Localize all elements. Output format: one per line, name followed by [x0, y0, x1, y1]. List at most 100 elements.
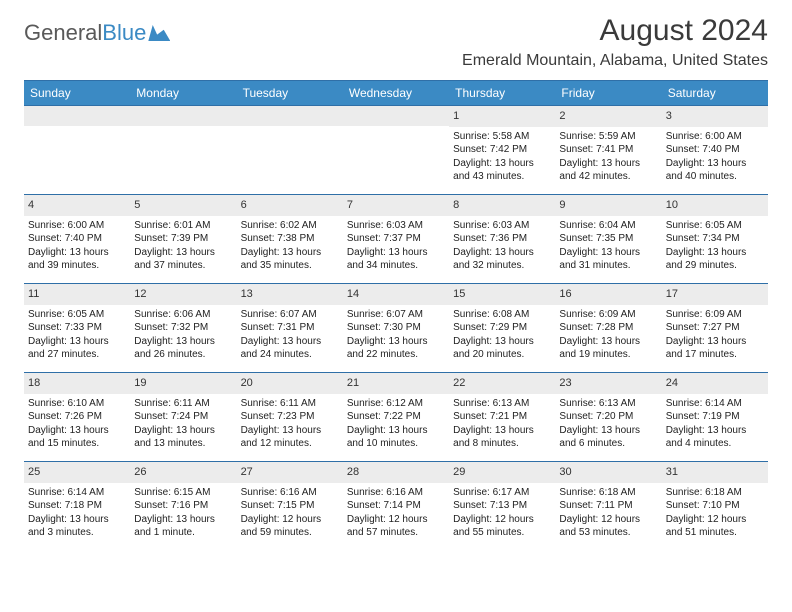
location-text: Emerald Mountain, Alabama, United States [462, 52, 768, 70]
daylight-text: Daylight: 13 hours and 27 minutes. [28, 335, 126, 362]
week-row: 11Sunrise: 6:05 AMSunset: 7:33 PMDayligh… [24, 283, 768, 372]
sunset-text: Sunset: 7:28 PM [559, 321, 657, 335]
sunset-text: Sunset: 7:42 PM [453, 143, 551, 157]
day-cell: 29Sunrise: 6:17 AMSunset: 7:13 PMDayligh… [449, 462, 555, 550]
daylight-text: Daylight: 13 hours and 35 minutes. [241, 246, 339, 273]
day-cell: 12Sunrise: 6:06 AMSunset: 7:32 PMDayligh… [130, 284, 236, 372]
day-header-cell: Tuesday [237, 81, 343, 105]
day-cell: 9Sunrise: 6:04 AMSunset: 7:35 PMDaylight… [555, 195, 661, 283]
sunrise-text: Sunrise: 6:11 AM [241, 397, 339, 411]
day-number: 21 [343, 373, 449, 394]
day-cell: 14Sunrise: 6:07 AMSunset: 7:30 PMDayligh… [343, 284, 449, 372]
day-number: 11 [24, 284, 130, 305]
day-number: 4 [24, 195, 130, 216]
day-cell: 26Sunrise: 6:15 AMSunset: 7:16 PMDayligh… [130, 462, 236, 550]
sunset-text: Sunset: 7:40 PM [666, 143, 764, 157]
daylight-text: Daylight: 13 hours and 17 minutes. [666, 335, 764, 362]
sunrise-text: Sunrise: 6:18 AM [666, 486, 764, 500]
daylight-text: Daylight: 13 hours and 24 minutes. [241, 335, 339, 362]
brand-mark-icon [148, 25, 170, 41]
day-cell: 10Sunrise: 6:05 AMSunset: 7:34 PMDayligh… [662, 195, 768, 283]
sunset-text: Sunset: 7:16 PM [134, 499, 232, 513]
day-cell: 21Sunrise: 6:12 AMSunset: 7:22 PMDayligh… [343, 373, 449, 461]
day-cell: 22Sunrise: 6:13 AMSunset: 7:21 PMDayligh… [449, 373, 555, 461]
daylight-text: Daylight: 13 hours and 15 minutes. [28, 424, 126, 451]
sunset-text: Sunset: 7:33 PM [28, 321, 126, 335]
day-number: 1 [449, 106, 555, 127]
day-cell: 28Sunrise: 6:16 AMSunset: 7:14 PMDayligh… [343, 462, 449, 550]
sunrise-text: Sunrise: 6:14 AM [666, 397, 764, 411]
sunset-text: Sunset: 7:35 PM [559, 232, 657, 246]
day-number: 26 [130, 462, 236, 483]
sunset-text: Sunset: 7:24 PM [134, 410, 232, 424]
daylight-text: Daylight: 12 hours and 57 minutes. [347, 513, 445, 540]
sunset-text: Sunset: 7:41 PM [559, 143, 657, 157]
header-row: GeneralBlue August 2024 Emerald Mountain… [24, 14, 768, 70]
day-number [130, 106, 236, 126]
day-number: 10 [662, 195, 768, 216]
daylight-text: Daylight: 13 hours and 20 minutes. [453, 335, 551, 362]
day-number: 25 [24, 462, 130, 483]
calendar-grid: SundayMondayTuesdayWednesdayThursdayFrid… [24, 80, 768, 550]
day-number: 8 [449, 195, 555, 216]
daylight-text: Daylight: 13 hours and 6 minutes. [559, 424, 657, 451]
week-row: 1Sunrise: 5:58 AMSunset: 7:42 PMDaylight… [24, 105, 768, 194]
sunset-text: Sunset: 7:18 PM [28, 499, 126, 513]
day-cell: 19Sunrise: 6:11 AMSunset: 7:24 PMDayligh… [130, 373, 236, 461]
day-cell: 27 Sunrise: 6:16 AMSunset: 7:15 PMDayligh… [237, 462, 343, 550]
sunset-text: Sunset: 7:38 PM [241, 232, 339, 246]
sunrise-text: Sunrise: 6:09 AM [666, 308, 764, 322]
sunrise-text: Sunrise: 6:04 AM [559, 219, 657, 233]
day-header-cell: Friday [555, 81, 661, 105]
sunrise-text: Sunrise: 6:00 AM [28, 219, 126, 233]
week-row: 18Sunrise: 6:10 AMSunset: 7:26 PMDayligh… [24, 372, 768, 461]
sunset-text: Sunset: 7:22 PM [347, 410, 445, 424]
day-cell: 15Sunrise: 6:08 AMSunset: 7:29 PMDayligh… [449, 284, 555, 372]
sunset-text: Sunset: 7:19 PM [666, 410, 764, 424]
day-cell: 16Sunrise: 6:09 AMSunset: 7:28 PMDayligh… [555, 284, 661, 372]
day-number: 20 [237, 373, 343, 394]
week-row: 25Sunrise: 6:14 AMSunset: 7:18 PMDayligh… [24, 461, 768, 550]
day-cell: 31Sunrise: 6:18 AMSunset: 7:10 PMDayligh… [662, 462, 768, 550]
sunrise-text: Sunrise: 6:10 AM [28, 397, 126, 411]
daylight-text: Daylight: 12 hours and 59 minutes. [241, 513, 339, 540]
daylight-text: Daylight: 13 hours and 13 minutes. [134, 424, 232, 451]
day-number: 7 [343, 195, 449, 216]
day-cell [237, 106, 343, 194]
day-number: 27 [237, 462, 343, 483]
day-number: 15 [449, 284, 555, 305]
daylight-text: Daylight: 13 hours and 1 minute. [134, 513, 232, 540]
sunset-text: Sunset: 7:23 PM [241, 410, 339, 424]
day-number: 30 [555, 462, 661, 483]
daylight-text: Daylight: 13 hours and 26 minutes. [134, 335, 232, 362]
sunrise-text: Sunrise: 6:00 AM [666, 130, 764, 144]
day-cell: 1Sunrise: 5:58 AMSunset: 7:42 PMDaylight… [449, 106, 555, 194]
sunset-text: Sunset: 7:26 PM [28, 410, 126, 424]
day-cell: 17Sunrise: 6:09 AMSunset: 7:27 PMDayligh… [662, 284, 768, 372]
daylight-text: Daylight: 13 hours and 3 minutes. [28, 513, 126, 540]
day-cell: 23Sunrise: 6:13 AMSunset: 7:20 PMDayligh… [555, 373, 661, 461]
day-cell: 5Sunrise: 6:01 AMSunset: 7:39 PMDaylight… [130, 195, 236, 283]
sunrise-text: Sunrise: 6:16 AM [241, 486, 339, 500]
daylight-text: Daylight: 13 hours and 42 minutes. [559, 157, 657, 184]
sunset-text: Sunset: 7:31 PM [241, 321, 339, 335]
sunrise-text: Sunrise: 6:07 AM [347, 308, 445, 322]
sunrise-text: Sunrise: 6:16 AM [347, 486, 445, 500]
day-header-cell: Sunday [24, 81, 130, 105]
month-title: August 2024 [462, 14, 768, 48]
day-number: 17 [662, 284, 768, 305]
day-number: 28 [343, 462, 449, 483]
day-number: 14 [343, 284, 449, 305]
sunset-text: Sunset: 7:15 PM [241, 499, 339, 513]
sunset-text: Sunset: 7:10 PM [666, 499, 764, 513]
daylight-text: Daylight: 13 hours and 29 minutes. [666, 246, 764, 273]
day-cell: 6Sunrise: 6:02 AMSunset: 7:38 PMDaylight… [237, 195, 343, 283]
day-cell: 2Sunrise: 5:59 AMSunset: 7:41 PMDaylight… [555, 106, 661, 194]
sunrise-text: Sunrise: 6:18 AM [559, 486, 657, 500]
day-cell [343, 106, 449, 194]
brand-part1: General [24, 20, 102, 46]
day-number: 24 [662, 373, 768, 394]
sunrise-text: Sunrise: 6:03 AM [453, 219, 551, 233]
sunrise-text: Sunrise: 6:01 AM [134, 219, 232, 233]
day-cell: 24Sunrise: 6:14 AMSunset: 7:19 PMDayligh… [662, 373, 768, 461]
